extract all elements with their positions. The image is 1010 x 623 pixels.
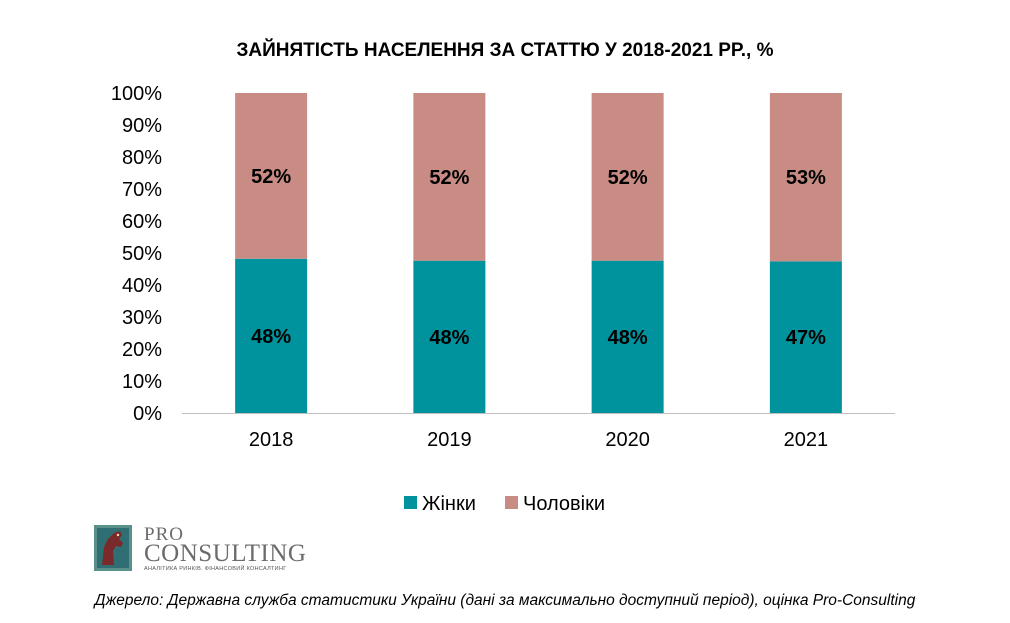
bar-women-2020 xyxy=(591,260,664,413)
bar-men-2019 xyxy=(413,93,486,261)
y-tick-label: 90% xyxy=(122,115,162,137)
y-tick-label: 0% xyxy=(133,403,162,425)
y-tick-label: 10% xyxy=(122,371,162,393)
legend-swatch xyxy=(404,496,417,509)
y-tick-label: 30% xyxy=(122,307,162,329)
x-tick-label: 2019 xyxy=(427,429,472,451)
data-label: 48% xyxy=(429,327,469,349)
y-tick-label: 100% xyxy=(111,83,162,105)
legend-label: Жінки xyxy=(422,493,476,515)
bar-men-2018 xyxy=(235,93,308,259)
logo-consulting-text: CONSULTING xyxy=(144,540,307,567)
y-tick-label: 40% xyxy=(122,275,162,297)
source-note: Джерело: Державна служба статистики Укра… xyxy=(94,592,916,609)
bar-women-2019 xyxy=(413,260,486,413)
x-tick-label: 2018 xyxy=(249,429,294,451)
data-label: 52% xyxy=(251,166,291,188)
x-tick-label: 2021 xyxy=(784,429,829,451)
legend: Жінки Чоловіки xyxy=(404,493,605,515)
y-axis: 0% 10% 20% 30% 40% 50% 60% 70% 80% 90% 100% xyxy=(111,83,162,425)
data-label: 48% xyxy=(251,326,291,348)
logo: PRO CONSULTING АНАЛІТИКА РИНКІВ. ФІНАНСО… xyxy=(94,524,306,573)
data-label: 52% xyxy=(608,167,648,189)
y-tick-label: 70% xyxy=(122,179,162,201)
legend-swatch xyxy=(505,496,518,509)
horse-logo-icon xyxy=(94,525,132,571)
x-tick-label: 2020 xyxy=(605,429,650,451)
chart-title: ЗАЙНЯТІСТЬ НАСЕЛЕННЯ ЗА СТАТТЮ У 2018-20… xyxy=(237,39,774,61)
y-tick-label: 20% xyxy=(122,339,162,361)
x-axis: 2018 2019 2020 2021 xyxy=(249,429,828,451)
data-label: 48% xyxy=(608,327,648,349)
y-tick-label: 50% xyxy=(122,243,162,265)
logo-tagline: АНАЛІТИКА РИНКІВ. ФІНАНСОВИЙ КОНСАЛТИНГ xyxy=(144,566,287,572)
legend-label: Чоловіки xyxy=(523,493,605,515)
data-label: 52% xyxy=(429,167,469,189)
y-tick-label: 60% xyxy=(122,211,162,233)
y-tick-label: 80% xyxy=(122,147,162,169)
data-label: 47% xyxy=(786,327,826,349)
plot-area: 48% 52% 48% 52% 48% 52% 47% 53% xyxy=(235,93,842,413)
data-label: 53% xyxy=(786,167,826,189)
bar-women-2018 xyxy=(235,258,308,413)
logo-pro-text: PRO xyxy=(144,524,184,545)
bar-women-2021 xyxy=(769,261,842,413)
bar-men-2021 xyxy=(769,93,842,262)
bar-men-2020 xyxy=(591,93,664,261)
